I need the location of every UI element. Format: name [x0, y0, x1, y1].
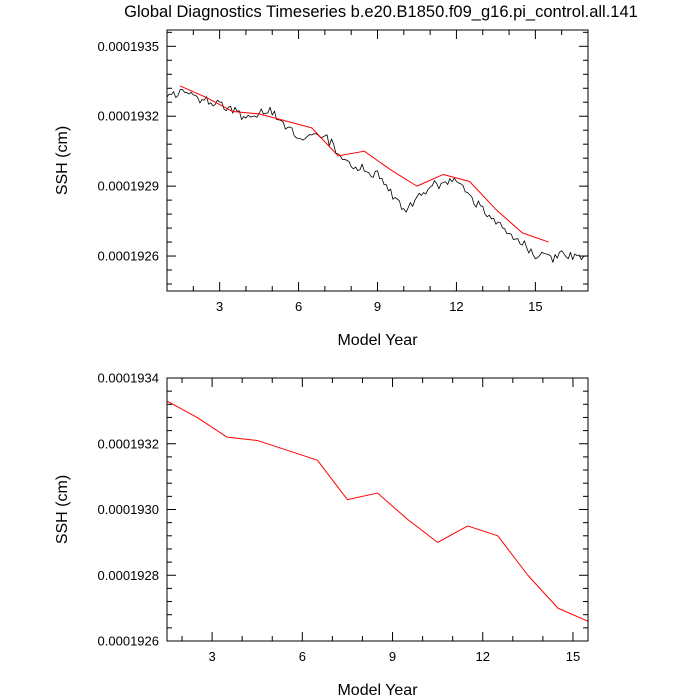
bottom-y-tick-label: 0.0001932	[98, 436, 159, 451]
bottom-panel-tick-labels: 3 6 9 12 15 0.0001926 0.0001928 0.0001930 0.0001…	[98, 371, 581, 665]
top-y-tick-label: 0.0001932	[98, 109, 159, 124]
bottom-y-tick-label: 0.0001928	[98, 568, 159, 583]
bottom-series-annual-mean-line	[166, 400, 589, 622]
bottom-y-tick-label: 0.0001934	[98, 371, 159, 386]
bottom-x-tick-label: 12	[476, 649, 490, 664]
top-panel-lines	[166, 85, 589, 263]
top-panel: 3 6 9 12 15 0.0001926 0.0001929 0.0001932 0.0001…	[54, 29, 589, 349]
bottom-panel-ticks	[167, 377, 588, 642]
top-panel-ticks	[166, 30, 589, 291]
bottom-x-tick-label: 9	[389, 649, 396, 664]
top-panel-y-axis-title: SSH (cm)	[54, 126, 71, 195]
bottom-panel: 3 6 9 12 15 0.0001926 0.0001928 0.0001930 0.0001…	[54, 371, 589, 699]
bottom-panel-lines	[166, 400, 589, 622]
bottom-y-tick-label: 0.0001930	[98, 502, 159, 517]
top-panel-x-axis-title: Model Year	[337, 332, 418, 349]
top-x-tick-label: 15	[528, 299, 542, 314]
bottom-panel-y-axis-title: SSH (cm)	[54, 475, 71, 544]
top-series-monthly-line	[166, 88, 589, 263]
top-y-tick-label: 0.0001929	[98, 179, 159, 194]
bottom-panel-frame	[166, 377, 589, 642]
top-x-tick-label: 12	[449, 299, 463, 314]
top-x-tick-label: 6	[295, 299, 302, 314]
bottom-x-tick-label: 6	[299, 649, 306, 664]
top-x-tick-label: 9	[374, 299, 381, 314]
bottom-x-tick-label: 15	[566, 649, 580, 664]
top-x-tick-label: 3	[216, 299, 223, 314]
top-y-tick-label: 0.0001935	[98, 39, 159, 54]
chart-title: Global Diagnostics Timeseries b.e20.B185…	[124, 3, 638, 21]
bottom-y-tick-label: 0.0001926	[98, 634, 159, 649]
bottom-panel-x-axis-title: Model Year	[337, 682, 418, 699]
top-panel-tick-labels: 3 6 9 12 15 0.0001926 0.0001929 0.0001932 0.0001…	[98, 39, 543, 314]
top-y-tick-label: 0.0001926	[98, 249, 159, 264]
bottom-x-tick-label: 3	[208, 649, 215, 664]
